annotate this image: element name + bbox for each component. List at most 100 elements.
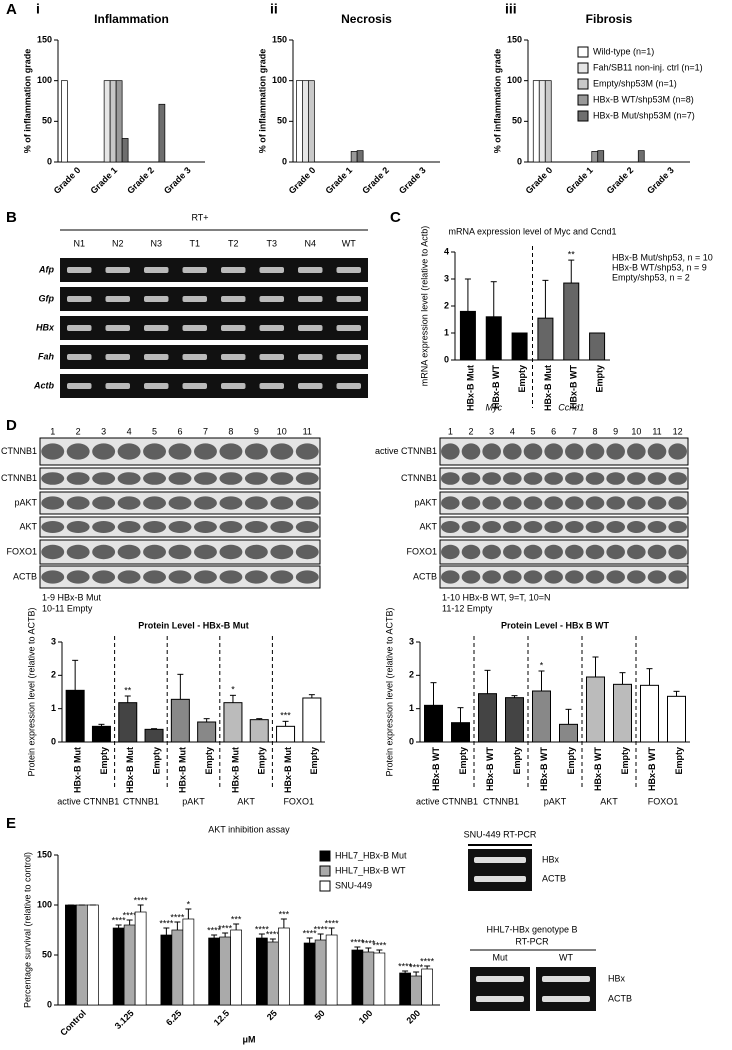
- gel-band: [105, 325, 130, 331]
- lane-number: 8: [228, 426, 233, 436]
- x-axis-label: μM: [242, 1034, 255, 1044]
- x-tick-label: Empty: [594, 365, 604, 393]
- gel-band: [336, 296, 361, 302]
- y-tick-label: 0: [51, 736, 56, 746]
- blot-note: 11-12 Empty: [442, 603, 493, 613]
- gel-band: [144, 354, 169, 360]
- y-tick-label: 0: [517, 156, 522, 166]
- bar: [350, 151, 358, 163]
- blot-band: [41, 472, 65, 485]
- bar: [109, 80, 117, 163]
- gel-band: [144, 325, 169, 331]
- group-label: CTNNB1: [483, 796, 519, 806]
- gene-label: Afp: [38, 264, 54, 274]
- blot-band: [244, 443, 268, 460]
- x-tick-label: Grade 3: [397, 165, 428, 196]
- gel-band: [144, 383, 169, 389]
- gel-band: [221, 354, 246, 360]
- lane-number: 2: [76, 426, 81, 436]
- blot-band: [92, 521, 116, 533]
- gene-label: ACTB: [608, 993, 632, 1003]
- group-label: AKT: [237, 796, 255, 806]
- blot-band: [219, 496, 243, 510]
- bar: [267, 941, 279, 1006]
- bar: [296, 80, 303, 163]
- blot-band: [143, 521, 166, 533]
- group-label: FOXO1: [283, 796, 314, 806]
- lane-number: 5: [530, 426, 535, 436]
- bar: [249, 719, 269, 743]
- legend-label: HBx-B WT/shp53M (n=8): [593, 94, 694, 104]
- bar: [459, 310, 476, 361]
- lane-label: N3: [150, 238, 162, 248]
- blot-band: [482, 570, 501, 584]
- y-tick-label: 2: [51, 670, 56, 680]
- gel-band: [67, 383, 92, 389]
- chart-title: AKT inhibition assay: [208, 824, 290, 834]
- blot-band: [194, 521, 217, 533]
- blot-band: [627, 521, 646, 533]
- gel-band: [221, 267, 246, 273]
- gel-strip: [470, 967, 530, 1011]
- blot-band: [585, 570, 605, 584]
- x-tick-label: HBx-B WT: [539, 747, 549, 791]
- bar: [160, 934, 173, 1006]
- blot-band: [441, 472, 460, 485]
- gel-band: [182, 354, 207, 360]
- y-tick-label: 100: [507, 75, 522, 85]
- bar: [511, 332, 528, 361]
- gel-band: [105, 383, 130, 389]
- bar: [302, 697, 322, 743]
- lane-number: 1: [50, 426, 55, 436]
- x-tick-label: Grade 1: [88, 165, 119, 196]
- lane-number: 7: [572, 426, 577, 436]
- group-label: AKT: [600, 796, 618, 806]
- bar: [61, 80, 68, 163]
- legend-swatch: [577, 78, 589, 90]
- gel-band: [476, 996, 524, 1002]
- y-tick-label: 0: [47, 999, 52, 1009]
- x-tick-label: Empty: [674, 747, 684, 775]
- blot-band: [244, 496, 268, 510]
- legend-swatch: [577, 94, 589, 106]
- legend-swatch: [577, 62, 589, 74]
- blot-band: [668, 443, 687, 460]
- y-tick-label: 100: [37, 899, 52, 909]
- note: Empty/shp53, n = 2: [612, 272, 690, 282]
- bar: [373, 952, 386, 1006]
- x-tick-label: 25: [265, 1008, 279, 1022]
- blot-band: [270, 443, 294, 460]
- blot-band: [219, 544, 243, 560]
- blot-note: 1-9 HBx-B Mut: [42, 592, 102, 602]
- gel-title: HHL7-HBx genotype B: [486, 924, 577, 934]
- protein-label: AKT: [419, 521, 437, 531]
- y-axis-label: mRNA expression level (relative to Actb): [419, 226, 429, 387]
- lane-number: 6: [551, 426, 556, 436]
- gene-label: Fah: [38, 351, 55, 361]
- legend-label: HHL7_HBx-B WT: [335, 865, 406, 875]
- blot-band: [441, 496, 460, 510]
- blot-band: [647, 472, 667, 485]
- bar: [559, 723, 578, 743]
- bar: [182, 918, 195, 1006]
- blot-band: [92, 472, 116, 485]
- blot-band: [647, 496, 667, 510]
- x-tick-label: HBx-B WT: [569, 365, 579, 409]
- bar: [76, 904, 88, 1006]
- lane-label: T2: [228, 238, 239, 248]
- gel-band: [259, 354, 284, 360]
- blot-band: [523, 544, 543, 560]
- gene-label: HBx: [36, 322, 55, 332]
- y-axis-label: Protein expression level (relative to AC…: [26, 607, 36, 776]
- blot-strip: [439, 539, 689, 565]
- bar: [667, 695, 686, 743]
- group-label: FOXO1: [648, 796, 679, 806]
- x-tick-label: Grade 3: [162, 165, 193, 196]
- x-tick-label: Grade 1: [564, 165, 595, 196]
- y-tick-label: 2: [409, 670, 414, 680]
- x-tick-label: 200: [405, 1008, 423, 1026]
- blot-band: [606, 570, 625, 584]
- blot-strip: [439, 565, 689, 589]
- y-tick-label: 50: [42, 949, 52, 959]
